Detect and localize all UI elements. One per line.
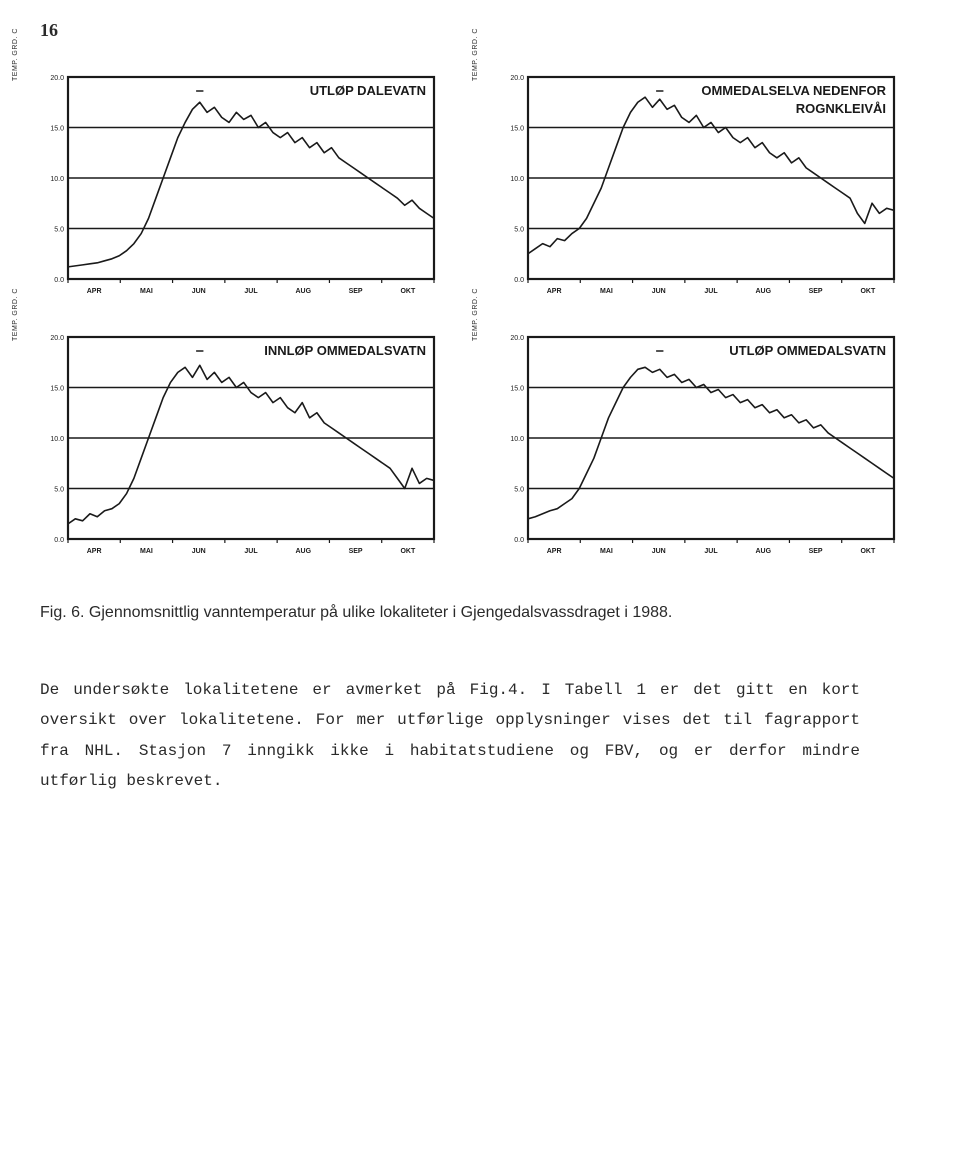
svg-text:OKT: OKT: [860, 288, 876, 295]
svg-text:JUN: JUN: [192, 288, 206, 295]
svg-text:JUL: JUL: [244, 548, 258, 555]
svg-text:AUG: AUG: [296, 288, 312, 295]
svg-text:20.0: 20.0: [50, 335, 64, 342]
svg-text:SEP: SEP: [809, 288, 823, 295]
chart-panel: TEMP. GRD. C0.05.010.015.020.0APRMAIJUNJ…: [40, 71, 460, 301]
page-number: 16: [40, 20, 920, 41]
svg-text:15.0: 15.0: [510, 126, 524, 133]
svg-text:20.0: 20.0: [50, 75, 64, 82]
y-axis-label: TEMP. GRD. C: [472, 288, 479, 341]
chart-title: UTLØP OMMEDALSVATN: [729, 343, 886, 358]
svg-text:AUG: AUG: [296, 548, 312, 555]
chart-subtitle: ROGNKLEIVÅI: [796, 101, 886, 116]
svg-text:AUG: AUG: [756, 548, 772, 555]
charts-grid: TEMP. GRD. C 0.0 5.0 10.0 15.0 20.0 APR MAI JUN J…: [40, 71, 920, 561]
svg-text:SEP: SEP: [349, 548, 363, 555]
svg-text:JUN: JUN: [652, 548, 666, 555]
svg-text:JUL: JUL: [244, 288, 258, 295]
svg-text:OKT: OKT: [860, 548, 876, 555]
svg-text:OKT: OKT: [400, 288, 416, 295]
svg-text:15.0: 15.0: [50, 126, 64, 133]
chart-panel: TEMP. GRD. C0.05.010.015.020.0APRMAIJUNJ…: [500, 71, 920, 301]
svg-text:10.0: 10.0: [510, 176, 524, 183]
chart-svg: 0.0 5.0 10.0 15.0 20.0 APR MAI JUN JUL AUG SEP OKT U…: [500, 331, 900, 561]
svg-text:5.0: 5.0: [514, 487, 524, 494]
chart-title: INNLØP OMMEDALSVATN: [264, 343, 426, 358]
svg-text:15.0: 15.0: [510, 386, 524, 393]
chart-panel: TEMP. GRD. C0.05.010.015.020.0APRMAIJUNJ…: [40, 331, 460, 561]
caption-text: Gjennomsnittlig vanntemperatur på ulike …: [89, 604, 672, 621]
svg-text:OKT: OKT: [400, 548, 416, 555]
y-axis-label: TEMP. GRD. C: [472, 28, 479, 81]
chart-svg: 0.0 5.0 10.0 15.0 20.0 APR MAI JUN JUL AUG SEP OKT U…: [40, 71, 440, 301]
svg-text:5.0: 5.0: [54, 487, 64, 494]
svg-text:0.0: 0.0: [54, 277, 64, 284]
svg-text:JUN: JUN: [192, 548, 206, 555]
svg-text:5.0: 5.0: [514, 227, 524, 234]
body-paragraph: De undersøkte lokalitetene er avmerket p…: [40, 675, 860, 797]
svg-text:10.0: 10.0: [50, 436, 64, 443]
svg-text:AUG: AUG: [756, 288, 772, 295]
svg-text:JUN: JUN: [652, 288, 666, 295]
svg-text:APR: APR: [547, 288, 562, 295]
chart-svg: 0.0 5.0 10.0 15.0 20.0 APR MAI JUN JUL AUG SEP OKT O…: [500, 71, 900, 301]
svg-text:APR: APR: [547, 548, 562, 555]
svg-text:20.0: 20.0: [510, 75, 524, 82]
svg-text:MAI: MAI: [140, 548, 153, 555]
svg-text:MAI: MAI: [140, 288, 153, 295]
chart-panel: TEMP. GRD. C0.05.010.015.020.0APRMAIJUNJ…: [500, 331, 920, 561]
caption-label: Fig. 6.: [40, 604, 84, 621]
svg-text:JUL: JUL: [704, 288, 718, 295]
y-axis-label: TEMP. GRD. C: [12, 28, 19, 81]
svg-text:0.0: 0.0: [514, 277, 524, 284]
y-axis-label: TEMP. GRD. C: [12, 288, 19, 341]
svg-text:10.0: 10.0: [510, 436, 524, 443]
svg-text:5.0: 5.0: [54, 227, 64, 234]
svg-text:10.0: 10.0: [50, 176, 64, 183]
figure-caption: Fig. 6. Gjennomsnittlig vanntemperatur p…: [40, 601, 820, 625]
svg-text:APR: APR: [87, 548, 102, 555]
svg-text:MAI: MAI: [600, 548, 613, 555]
chart-title: UTLØP DALEVATN: [310, 83, 426, 98]
svg-text:15.0: 15.0: [50, 386, 64, 393]
svg-text:20.0: 20.0: [510, 335, 524, 342]
svg-text:SEP: SEP: [809, 548, 823, 555]
chart-title: OMMEDALSELVA NEDENFOR: [701, 83, 886, 98]
svg-text:0.0: 0.0: [514, 537, 524, 544]
svg-text:APR: APR: [87, 288, 102, 295]
svg-text:MAI: MAI: [600, 288, 613, 295]
svg-text:0.0: 0.0: [54, 537, 64, 544]
svg-text:JUL: JUL: [704, 548, 718, 555]
chart-svg: 0.0 5.0 10.0 15.0 20.0 APR MAI JUN JUL AUG SEP OKT I…: [40, 331, 440, 561]
svg-text:SEP: SEP: [349, 288, 363, 295]
